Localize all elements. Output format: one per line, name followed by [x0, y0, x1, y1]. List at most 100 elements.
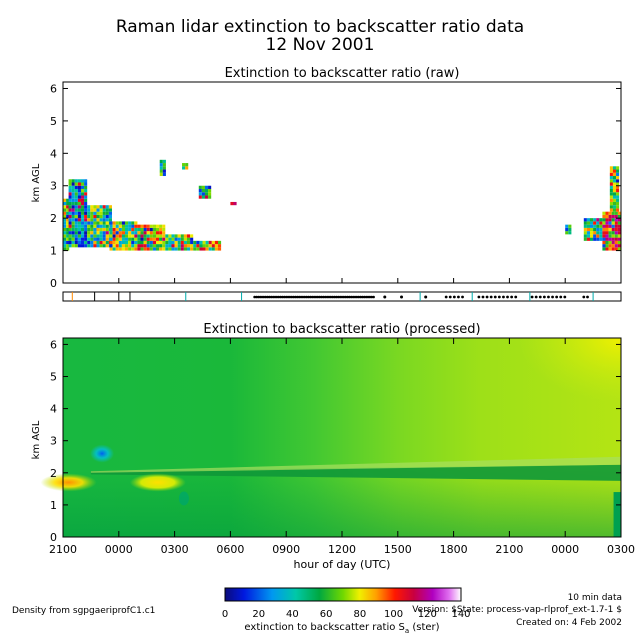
- raw-cell: [137, 237, 141, 241]
- raw-cell: [162, 159, 166, 164]
- flag-dot: [273, 295, 277, 299]
- raw-cell: [71, 179, 75, 183]
- raw-cell: [611, 227, 615, 232]
- raw-cell: [159, 159, 163, 164]
- raw-cell: [74, 198, 78, 202]
- colorbar-tick-label: 0: [222, 609, 228, 620]
- raw-cell: [66, 240, 70, 245]
- raw-cell: [93, 240, 97, 245]
- raw-cell: [586, 231, 590, 235]
- raw-cell: [193, 240, 197, 245]
- raw-cell: [605, 234, 609, 238]
- raw-cell: [80, 195, 85, 199]
- raw-cell: [108, 214, 112, 219]
- raw-cell: [605, 237, 609, 241]
- raw-cell: [128, 240, 132, 245]
- raw-cell: [611, 237, 615, 241]
- flag-dot: [307, 295, 310, 299]
- raw-cell: [609, 179, 613, 183]
- flag-dot: [299, 295, 303, 299]
- flag-dot: [350, 295, 353, 299]
- raw-cell: [143, 231, 147, 235]
- flag-dot: [502, 295, 505, 299]
- raw-cell: [71, 218, 75, 222]
- raw-cell: [159, 169, 163, 173]
- raw-cell: [87, 227, 91, 232]
- raw-cell: [208, 188, 212, 193]
- raw-cell: [593, 231, 597, 235]
- raw-cell: [84, 188, 88, 193]
- flag-dot: [351, 295, 355, 299]
- raw-cell: [593, 218, 597, 222]
- raw-cell: [84, 218, 88, 222]
- raw-cell: [593, 234, 597, 238]
- raw-cell: [128, 237, 132, 241]
- flag-dot: [279, 295, 282, 299]
- raw-cell: [146, 231, 150, 235]
- raw-cell: [149, 231, 153, 235]
- raw-cell: [99, 231, 103, 235]
- raw-cell: [109, 244, 113, 248]
- raw-cell: [80, 240, 85, 245]
- raw-cell: [71, 185, 75, 189]
- raw-cell: [204, 192, 209, 196]
- raw-cell: [108, 218, 112, 222]
- raw-cell: [583, 237, 587, 241]
- raw-cell: [617, 244, 621, 248]
- colorbar-tick-label: 80: [353, 609, 366, 620]
- raw-cell: [134, 224, 138, 228]
- raw-cell: [602, 224, 606, 228]
- raw-cell: [102, 227, 106, 232]
- raw-y-tick-label: 0: [50, 277, 57, 290]
- raw-cell: [66, 244, 70, 248]
- raw-cell: [125, 247, 129, 251]
- raw-cell: [614, 237, 618, 241]
- raw-cell: [102, 244, 106, 248]
- raw-cell: [87, 218, 91, 222]
- raw-cell: [565, 227, 569, 232]
- raw-cell: [63, 201, 67, 206]
- raw-cell: [84, 192, 88, 196]
- flag-dot: [481, 295, 485, 299]
- raw-cell: [187, 244, 191, 248]
- flag-dot: [253, 295, 256, 299]
- raw-cell: [84, 201, 88, 206]
- date-line: 12 Nov 2001: [266, 35, 375, 55]
- raw-cell: [168, 237, 172, 241]
- raw-cell: [149, 244, 153, 248]
- raw-cell: [115, 224, 119, 228]
- flag-dot: [489, 295, 493, 299]
- raw-cell: [134, 247, 138, 251]
- raw-cell: [68, 188, 72, 193]
- raw-cell: [137, 244, 141, 248]
- raw-cell: [201, 185, 205, 189]
- raw-cell: [80, 234, 85, 238]
- raw-cell: [159, 244, 163, 248]
- raw-cell: [605, 218, 609, 222]
- raw-cell: [190, 237, 194, 241]
- raw-cell: [583, 227, 587, 232]
- raw-cell: [201, 192, 205, 196]
- raw-cell: [90, 221, 94, 225]
- raw-cell: [609, 169, 613, 173]
- raw-cell: [66, 205, 70, 209]
- raw-cell: [605, 224, 609, 228]
- raw-cell: [77, 231, 81, 235]
- raw-cell: [614, 211, 618, 215]
- flag-dot: [260, 295, 264, 299]
- raw-cell: [90, 224, 94, 228]
- x-tick-label: 0300: [161, 543, 189, 556]
- raw-cell: [159, 231, 163, 235]
- raw-cell: [614, 224, 618, 228]
- raw-cell: [180, 234, 184, 238]
- raw-cell: [611, 244, 615, 248]
- raw-cell: [102, 214, 106, 219]
- raw-cell: [112, 240, 116, 245]
- raw-cell: [84, 198, 88, 202]
- flag-dot: [400, 295, 404, 299]
- raw-cell: [125, 234, 129, 238]
- raw-cell: [190, 240, 194, 245]
- colorbar-label: extinction to backscatter ratio Sa (ster…: [244, 622, 439, 635]
- raw-cell: [80, 227, 85, 232]
- raw-cell: [590, 227, 594, 232]
